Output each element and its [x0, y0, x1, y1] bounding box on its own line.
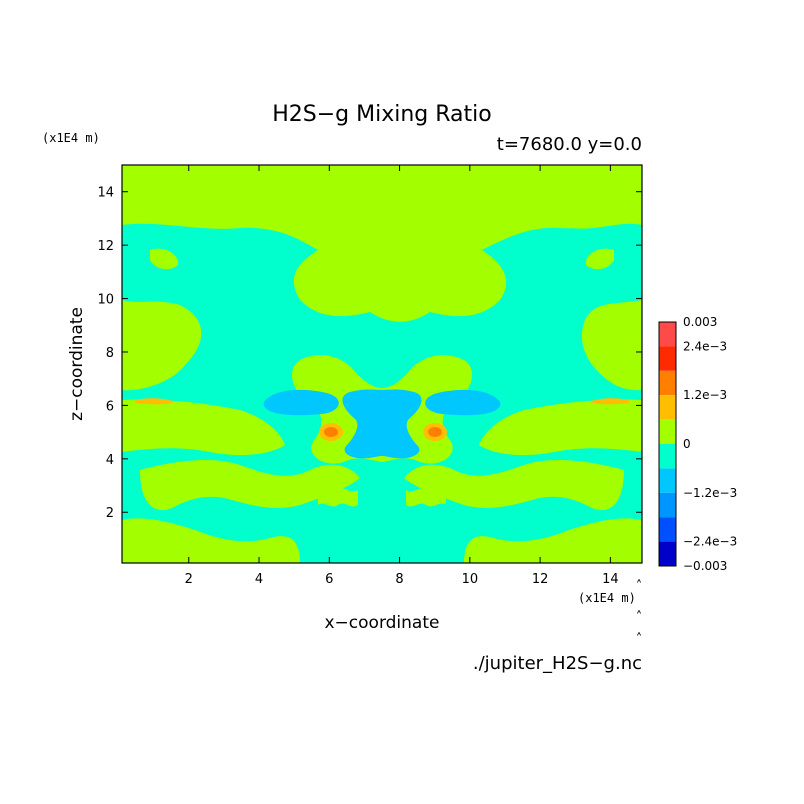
field-ripple-left: [318, 488, 358, 507]
field-region-teal-upper: [122, 223, 642, 470]
field-green-mid-left: [122, 399, 285, 456]
field-green-bottom-right: [464, 518, 642, 563]
field-blue-core-center: [342, 389, 422, 459]
field-ripple-right: [406, 488, 446, 507]
field-teal-wisp-right: [524, 228, 604, 240]
x-axis-label: x−coordinate: [325, 613, 440, 633]
colorbar-swatch: [659, 444, 676, 469]
x-tick-label: 10: [462, 572, 479, 587]
field-yellow-streak-left: [135, 398, 175, 405]
field-blue-core-left: [263, 389, 339, 416]
colorbar-label: −0.003: [683, 559, 727, 573]
colorbar-label: −1.2e−3: [683, 486, 737, 500]
field-green-lower-left: [140, 460, 360, 511]
colorbar-swatch: [659, 346, 676, 371]
x-tick-label: 8: [395, 572, 403, 587]
x-tick-label: 12: [532, 572, 549, 587]
z-unit-label: (x1E4 m): [42, 131, 100, 145]
chart-subtitle: t=7680.0 y=0.0: [497, 134, 642, 155]
plot-frame: [121, 164, 643, 564]
chart-title: H2S−g Mixing Ratio: [272, 102, 492, 127]
y-tick-label: 12: [97, 239, 114, 254]
y-tick-label: 10: [97, 293, 114, 308]
field-green-mid-right: [479, 399, 642, 456]
x-tick-label: 2: [185, 572, 193, 587]
colorbar-label: 0.003: [683, 315, 717, 329]
x-unit-label: (x1E4 m): [578, 591, 636, 605]
field-green-patch-upper-left: [150, 248, 179, 270]
x-axis-ticks: 2 4 6 8 10 12 14: [185, 165, 619, 587]
colorbar-swatch: [659, 541, 676, 566]
field-blue-core-right: [425, 389, 501, 416]
field-orange-spot-left: [324, 427, 338, 437]
colorbar-label: −2.4e−3: [683, 535, 737, 549]
x-unit-dot-2: ˄: [636, 610, 643, 625]
x-tick-label: 4: [255, 572, 263, 587]
colorbar-label: 0: [683, 437, 691, 451]
y-tick-label: 6: [106, 399, 114, 414]
field-yellow-streak-right: [589, 398, 629, 405]
colorbar-swatch: [659, 395, 676, 420]
heatmap-field: [122, 165, 642, 563]
x-unit-dot-1: ˄: [636, 579, 643, 594]
y-tick-label: 8: [106, 346, 114, 361]
colorbar-swatch: [659, 492, 676, 518]
colorbar: [658, 321, 677, 567]
field-green-patch-upper-right: [585, 248, 614, 270]
colorbar-swatch: [659, 419, 676, 444]
colorbar-swatch: [659, 322, 676, 347]
x-tick-label: 14: [602, 572, 619, 587]
y-tick-label: 4: [106, 453, 114, 468]
field-teal-wisp-left: [160, 228, 240, 240]
colorbar-swatch: [659, 517, 676, 542]
field-orange-spot-right: [428, 427, 442, 437]
source-file-label: ./jupiter_H2S−g.nc: [473, 653, 642, 674]
y-axis-label: z−coordinate: [67, 307, 87, 421]
field-green-bottom-left: [122, 518, 300, 563]
colorbar-swatch: [659, 370, 676, 396]
colorbar-frame: [658, 321, 677, 567]
y-tick-label: 14: [97, 186, 114, 201]
y-axis-ticks: 2 4 6 8 10 12 14: [97, 186, 642, 521]
colorbar-swatch: [659, 468, 676, 493]
x-tick-label: 6: [325, 572, 333, 587]
colorbar-label: 2.4e−3: [683, 339, 727, 353]
colorbar-labels: 0.003 2.4e−3 1.2e−3 0 −1.2e−3 −2.4e−3 −0.003: [683, 315, 737, 573]
colorbar-label: 1.2e−3: [683, 388, 727, 402]
field-green-lower-right: [404, 460, 624, 511]
x-unit-dot-3: ˄: [636, 632, 643, 647]
y-tick-label: 2: [106, 506, 114, 521]
